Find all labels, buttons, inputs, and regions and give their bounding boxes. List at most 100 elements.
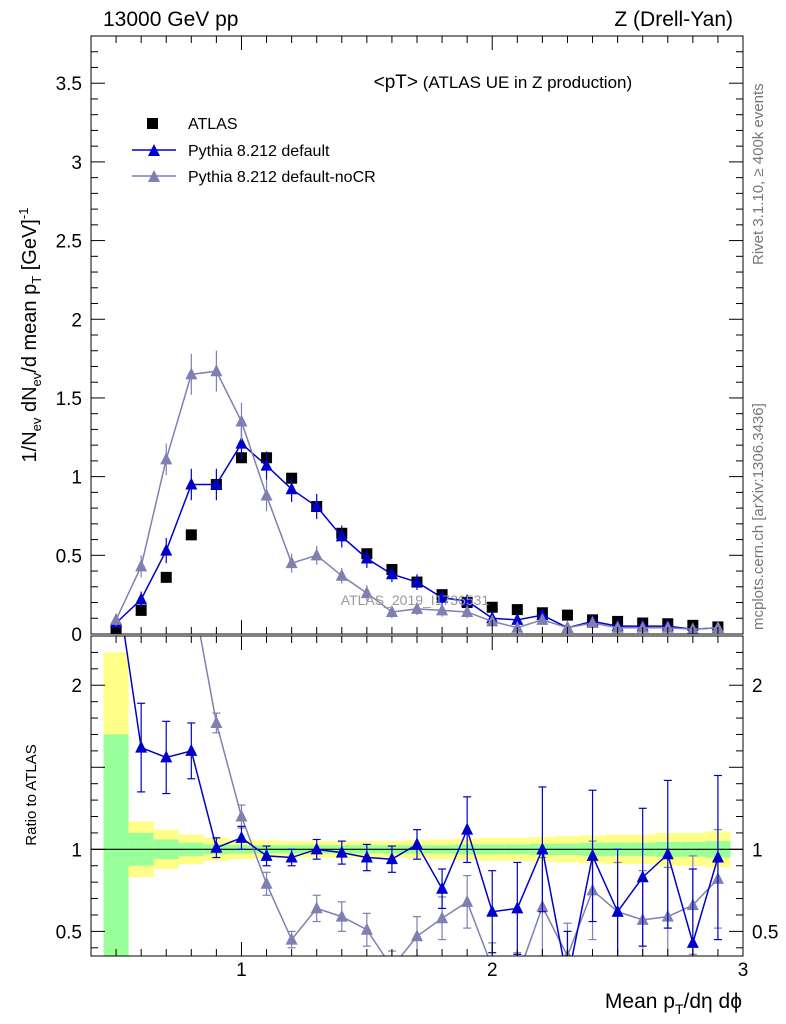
ratio-pythia-8-212-default-nocr-point	[235, 809, 248, 822]
pythia-8-212-default-nocr-point	[561, 620, 574, 633]
pythia-8-212-default-nocr-point	[611, 620, 624, 633]
ratio-pythia-8-212-default-point	[711, 850, 724, 863]
pythia-8-212-default-nocr-point	[661, 620, 674, 633]
ratio-pythia-8-212-default-nocr-point	[386, 960, 398, 972]
pythia-8-212-default-nocr-point	[260, 488, 273, 501]
ratio-band-inner	[103, 734, 129, 956]
ratio-pythia-8-212-default-point	[436, 881, 449, 894]
pythia-8-212-default-point	[436, 590, 449, 603]
ratio-pythia-8-212-default-point	[160, 750, 173, 763]
ratio-y-tick-label-right: 2	[752, 676, 763, 697]
pythia-8-212-default-nocr-point	[110, 612, 123, 625]
svg-text:1/Nev dNev/d mean pT [GeV]-1: 1/Nev dNev/d mean pT [GeV]-1	[16, 208, 44, 463]
ratio-pythia-8-212-default-point	[611, 904, 624, 917]
ratio-pythia-8-212-default-nocr-point	[511, 970, 523, 982]
pythia-8-212-default-nocr-point	[586, 615, 599, 628]
ratio-pythia-8-212-default-point	[586, 848, 599, 861]
pythia-8-212-default-point	[285, 482, 298, 495]
ratio-pythia-8-212-default-nocr-point	[411, 929, 423, 942]
top-panel-data	[110, 350, 724, 634]
ratio-pythia-8-212-default-point	[661, 847, 674, 860]
chart-title-main: <pT>	[374, 72, 418, 93]
chart-title-sub: (ATLAS UE in Z production)	[418, 73, 632, 92]
ratio-pythia-8-212-default-point	[185, 743, 198, 756]
x-tick-label: 2	[487, 960, 498, 981]
ratio-pythia-8-212-default-nocr-point	[461, 894, 474, 907]
pythia-8-212-default-point	[235, 436, 248, 449]
pythia-8-212-default-nocr-point	[285, 556, 298, 569]
pythia-8-212-default-nocr-point	[235, 414, 248, 427]
ratio-pythia-8-212-default-point	[461, 822, 474, 835]
ratio-pythia-8-212-default-nocr-point	[436, 911, 449, 924]
ratio-pythia-8-212-default-point	[110, 572, 122, 584]
ratio-pythia-8-212-default-point	[360, 850, 373, 863]
pythia-8-212-default-point	[360, 551, 373, 564]
ratio-pythia-8-212-default-point	[310, 842, 323, 855]
pythia-8-212-default-nocr-point	[360, 586, 373, 599]
y-tick-label: 2.5	[56, 232, 82, 253]
pythia-8-212-default-nocr-point	[185, 367, 198, 380]
ratio-pythia-8-212-default-nocr-point	[210, 715, 223, 728]
ratio-pythia-8-212-default-point	[260, 848, 273, 861]
ratio-pythia-8-212-default-point	[536, 842, 549, 855]
pythia-8-212-default-point	[335, 529, 348, 542]
pythia-8-212-default-point	[511, 612, 524, 625]
ratio-pythia-8-212-default-point	[411, 837, 423, 850]
ratio-y-tick-label: 0.5	[56, 922, 82, 943]
ratio-pythia-8-212-default-nocr-point	[285, 932, 298, 945]
legend-marker-nocr	[148, 170, 160, 182]
ratio-pythia-8-212-default-point	[561, 974, 573, 986]
ratio-pythia-8-212-default-nocr-point	[260, 876, 273, 889]
ratio-pythia-8-212-default-nocr-point	[135, 481, 147, 493]
x-tick-label: 3	[738, 960, 749, 981]
ratio-y-tick-label: 2	[71, 676, 82, 697]
atlas-point	[561, 609, 573, 621]
ratio-frame	[90, 635, 744, 957]
pythia-8-212-default-point	[461, 593, 474, 606]
rivet-version-label: Rivet 3.1.10, ≥ 400k events	[750, 83, 767, 265]
y-tick-label: 2	[71, 310, 82, 331]
legend-label-atlas: ATLAS	[188, 116, 238, 133]
pythia-8-212-default-nocr-point	[536, 612, 549, 625]
ratio-pythia-8-212-default-point	[135, 740, 148, 753]
header-energy-label: 13000 GeV pp	[103, 8, 238, 31]
x-axis-label: Mean pT/dη dϕ	[605, 990, 742, 1017]
svg-text:Mean pT/dη dϕ: Mean pT/dη dϕ	[605, 990, 742, 1017]
mcplots-label: mcplots.cern.ch [arXiv:1306.3436]	[750, 403, 767, 630]
ratio-pythia-8-212-default-point	[385, 852, 398, 865]
pythia-8-212-default-nocr-point	[310, 548, 323, 561]
y-tick-label: 0.5	[56, 546, 82, 567]
ratio-pythia-8-212-default-nocr-point	[335, 909, 348, 922]
ratio-pythia-8-212-default-nocr-point	[310, 901, 323, 914]
legend-marker-atlas	[147, 118, 158, 129]
y-tick-label: 3	[71, 153, 82, 174]
ratio-pythia-8-212-default-point	[511, 901, 524, 914]
y-tick-label: 1	[71, 468, 82, 489]
ratio-pythia-8-212-default-point	[686, 935, 699, 948]
ratio-y-tick-label-right: 1	[752, 840, 763, 861]
atlas-point	[135, 604, 147, 616]
pythia-8-212-default-nocr-point	[411, 601, 423, 614]
ratio-y-tick-label-right: 0.5	[752, 922, 778, 943]
pythia-8-212-default-nocr-point	[711, 620, 724, 633]
ratio-y-axis-label: Ratio to ATLAS	[23, 744, 40, 845]
ratio-pythia-8-212-default-nocr-point	[160, 514, 172, 526]
top-panel-axes: 0 0.5 1 1.5 2 2.5 3 3.5	[56, 35, 744, 646]
ratio-pythia-8-212-default-nocr-line	[199, 636, 719, 956]
pythia-8-212-default-point	[185, 477, 198, 490]
atlas-point	[160, 571, 172, 583]
pythia-8-212-default-nocr-point	[160, 452, 173, 465]
ratio-panel-axes: 1 2 30.5 0.51 12 2	[56, 635, 778, 981]
atlas-point	[486, 601, 498, 613]
analysis-watermark: ATLAS_2019_I1736531	[341, 592, 490, 608]
pythia-8-212-default-nocr-point	[461, 604, 474, 617]
pythia-8-212-default-point	[210, 477, 223, 490]
legend-label-nocr: Pythia 8.212 default-noCR	[188, 169, 376, 186]
ratio-pythia-8-212-default-point	[285, 850, 298, 863]
pythia-8-212-default-point	[260, 458, 273, 471]
ratio-y-tick-label: 1	[71, 840, 82, 861]
pythia-8-212-default-point	[385, 567, 398, 580]
ratio-pythia-8-212-default-point	[335, 845, 348, 858]
ratio-pythia-8-212-default-point	[636, 870, 649, 883]
